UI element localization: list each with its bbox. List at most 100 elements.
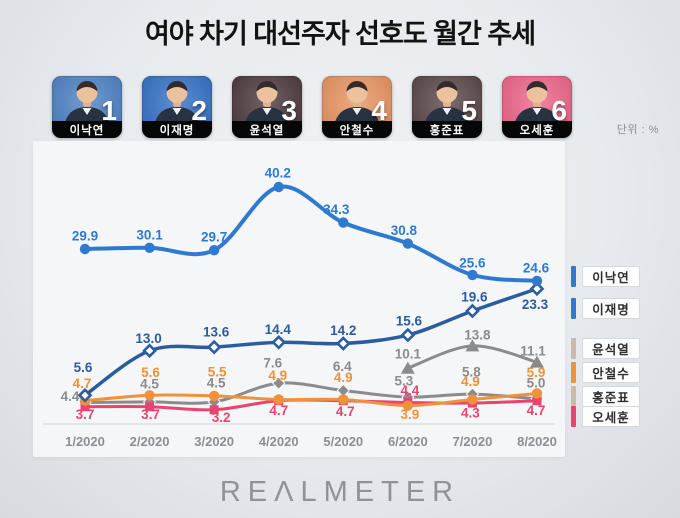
candidate-rank: 1	[101, 95, 117, 126]
value-label-lee-jae-myung: 14.2	[330, 323, 356, 338]
candidate-rank: 2	[191, 95, 207, 126]
marker-oh-se-hoon	[80, 402, 90, 412]
value-label-ahn-cheol-soo: 3.9	[400, 407, 419, 422]
marker-lee-jae-myung	[77, 387, 93, 403]
candidate-photo-silhouette	[245, 81, 289, 122]
page-title: 여야 차기 대선주자 선호도 월간 추세	[144, 19, 536, 49]
candidate-name: 이낙연	[52, 121, 122, 138]
value-label-ahn-cheol-soo: 4.9	[268, 368, 287, 383]
value-label-lee-jae-myung: 5.6	[74, 360, 93, 375]
series-lee-jae-myung	[77, 281, 545, 403]
marker-lee-nak-yeon	[79, 243, 91, 255]
series-line-lee-nak-yeon	[83, 184, 539, 283]
candidate-photo-silhouette	[65, 81, 109, 122]
marker-lee-jae-myung	[335, 336, 351, 351]
marker-yoon-seok-youl	[529, 355, 544, 368]
legend-label: 오세훈	[582, 406, 640, 427]
value-label-oh-se-hoon: 3.7	[76, 407, 95, 422]
value-label-hong-jun-pyo: 7.6	[263, 356, 282, 371]
marker-oh-se-hoon	[209, 405, 219, 415]
value-label-lee-jae-myung: 14.4	[265, 322, 292, 337]
candidate-badge-oh-se-hoon: 6 오세훈	[502, 76, 572, 138]
marker-yoon-seok-youl	[400, 361, 415, 374]
x-tick-label: 3/2020	[194, 434, 234, 449]
candidate-name: 오세훈	[502, 121, 572, 138]
value-label-hong-jun-pyo: 5.8	[462, 365, 481, 380]
candidate-badges-row: 1 이낙연 2 이재명 3 윤석열 4 안철수 5 홍준표 6 오세훈	[52, 76, 572, 138]
value-label-lee-nak-yeon: 29.9	[72, 229, 98, 244]
marker-ahn-cheol-soo	[144, 390, 155, 401]
candidate-badge-yoon-seok-youl: 3 윤석열	[232, 76, 302, 138]
marker-lee-nak-yeon	[208, 245, 220, 256]
value-label-hong-jun-pyo: 4.5	[207, 375, 226, 390]
legend-label: 이낙연	[582, 266, 640, 287]
value-label-ahn-cheol-soo: 5.5	[208, 364, 227, 379]
candidate-badge-ahn-cheol-soo: 4 안철수	[322, 76, 392, 138]
value-label-lee-nak-yeon: 40.2	[265, 165, 291, 180]
legend-label: 안철수	[582, 362, 640, 383]
value-label-lee-jae-myung: 15.6	[396, 314, 423, 329]
marker-lee-jae-myung	[142, 343, 157, 359]
value-label-oh-se-hoon: 3.7	[141, 407, 160, 422]
legend-item-yoon-seok-youl: 윤석열	[571, 338, 640, 359]
value-label-ahn-cheol-soo: 4.9	[461, 374, 480, 389]
series-yoon-seok-youl	[400, 339, 544, 374]
marker-lee-jae-myung	[400, 327, 416, 343]
value-label-lee-nak-yeon: 25.6	[459, 255, 486, 270]
value-label-lee-nak-yeon: 29.7	[201, 230, 227, 245]
value-label-hong-jun-pyo: 5.3	[394, 374, 413, 389]
series-lee-nak-yeon	[79, 181, 543, 287]
legend-color-bar	[571, 338, 576, 359]
candidate-rank: 6	[551, 95, 567, 126]
legend-color-bar	[571, 298, 576, 319]
value-label-hong-jun-pyo: 5.0	[527, 375, 546, 390]
legend-label: 윤석열	[582, 338, 640, 359]
candidate-name: 윤석열	[232, 121, 302, 138]
marker-ahn-cheol-soo	[208, 390, 220, 402]
marker-lee-nak-yeon	[144, 242, 155, 253]
marker-lee-nak-yeon	[467, 269, 478, 281]
candidate-name: 안철수	[322, 121, 392, 138]
legend-item-lee-jae-myung: 이재명	[571, 298, 640, 319]
value-label-ahn-cheol-soo: 4.7	[73, 376, 92, 391]
marker-oh-se-hoon	[145, 402, 155, 412]
marker-yoon-seok-youl	[465, 339, 480, 352]
value-labels-layer: 4.4 4.5 4.5 7.6 6.4 5.3 5.8 5.0 10.1 13.8 11.1 3.7 3…	[61, 165, 550, 425]
candidate-photo-silhouette	[335, 81, 379, 122]
realmeter-logo: REΛLMETER	[219, 476, 461, 508]
value-label-lee-nak-yeon: 34.3	[323, 202, 350, 217]
marker-ahn-cheol-soo	[338, 394, 349, 405]
value-label-oh-se-hoon: 4.7	[269, 403, 288, 418]
value-label-hong-jun-pyo: 4.4	[61, 389, 80, 404]
value-label-ahn-cheol-soo: 5.9	[527, 365, 546, 380]
candidate-photo-silhouette	[515, 81, 559, 122]
legend-item-oh-se-hoon: 오세훈	[571, 406, 640, 427]
x-tick-label: 8/2020	[517, 434, 557, 449]
candidate-photo-silhouette	[425, 81, 469, 122]
unit-label: 단위 : %	[616, 124, 659, 136]
value-label-hong-jun-pyo: 4.5	[140, 376, 159, 391]
value-label-lee-nak-yeon: 30.1	[136, 227, 163, 242]
chart-panel: 1/2020 2/2020 3/2020 4/2020 5/2020 6/2020 7/20…	[33, 141, 565, 457]
marker-ahn-cheol-soo	[402, 400, 414, 411]
value-label-lee-nak-yeon: 24.6	[523, 260, 550, 275]
series-line-ahn-cheol-soo	[83, 391, 539, 408]
legend-color-bar	[571, 266, 576, 287]
marker-ahn-cheol-soo	[531, 388, 543, 399]
legend-item-lee-nak-yeon: 이낙연	[571, 266, 640, 287]
value-label-lee-jae-myung: 13.6	[203, 325, 230, 340]
marker-lee-nak-yeon	[531, 275, 543, 287]
candidate-badge-lee-jae-myung: 2 이재명	[142, 76, 212, 138]
marker-lee-jae-myung	[271, 334, 287, 350]
value-label-yoon-seok-youl: 13.8	[464, 327, 491, 342]
value-label-oh-se-hoon: 4.3	[461, 406, 480, 421]
x-tick-label: 7/2020	[453, 434, 493, 449]
legend-label: 홍준표	[582, 386, 640, 407]
legend-label: 이재명	[582, 298, 640, 319]
value-label-lee-jae-myung: 23.3	[522, 297, 549, 312]
x-tick-label: 6/2020	[388, 434, 428, 449]
candidate-rank: 5	[461, 95, 477, 126]
value-label-hong-jun-pyo: 6.4	[333, 359, 352, 374]
candidate-rank: 4	[371, 95, 387, 126]
